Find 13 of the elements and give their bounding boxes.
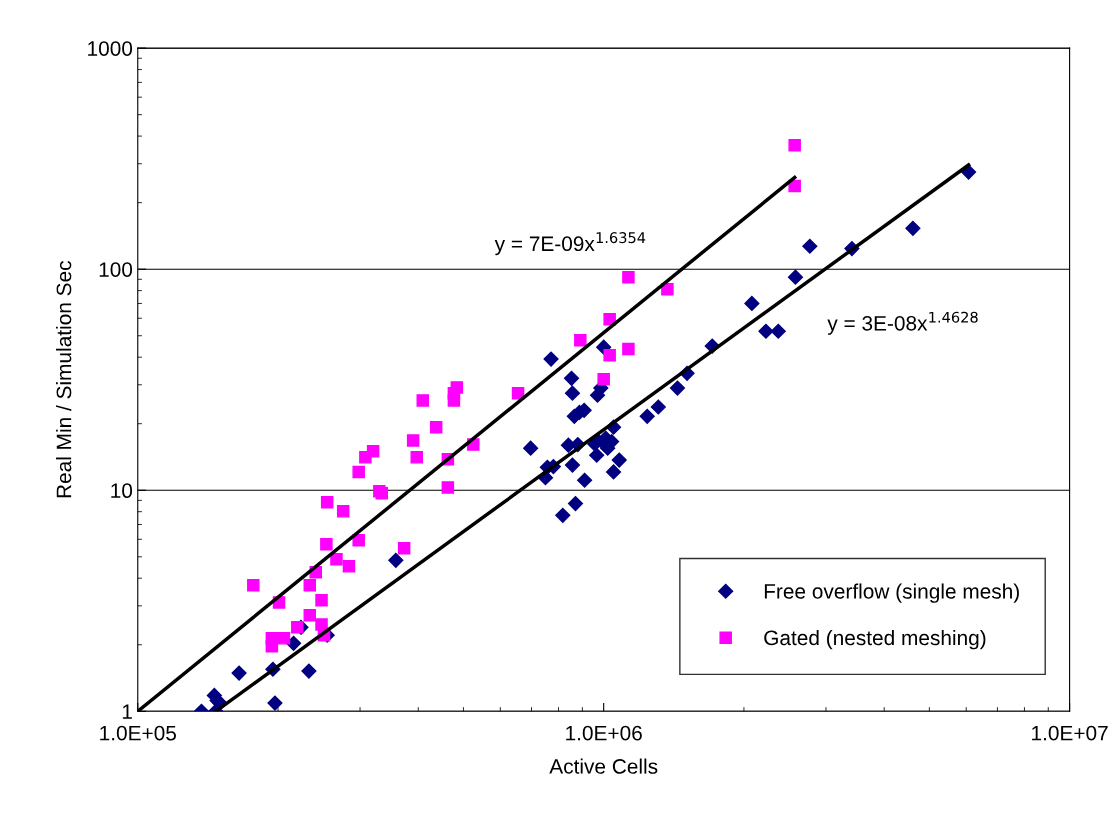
y-tick-label: 1 bbox=[122, 704, 132, 719]
x-tick-label: 1.0E+05 bbox=[100, 725, 176, 741]
x-tick-label: 1.0E+07 bbox=[1032, 725, 1108, 741]
legend-label: Gated (nested meshing) bbox=[764, 629, 986, 650]
annotation: y = 3E-08x$^{1.4628}$ bbox=[827, 311, 978, 335]
y-tick-label: 10 bbox=[111, 483, 133, 499]
annotation: y = 7E-09x$^{1.6354}$ bbox=[494, 232, 646, 256]
y-axis-title: Real Min / Simulation Sec bbox=[56, 261, 72, 498]
y-tick-label: 1000 bbox=[88, 41, 133, 56]
x-tick-label: 1.0E+06 bbox=[566, 725, 642, 741]
x-axis-title: Active Cells bbox=[549, 758, 658, 774]
y-tick-label: 100 bbox=[99, 262, 133, 277]
legend-label: Free overflow (single mesh) bbox=[764, 583, 1019, 603]
